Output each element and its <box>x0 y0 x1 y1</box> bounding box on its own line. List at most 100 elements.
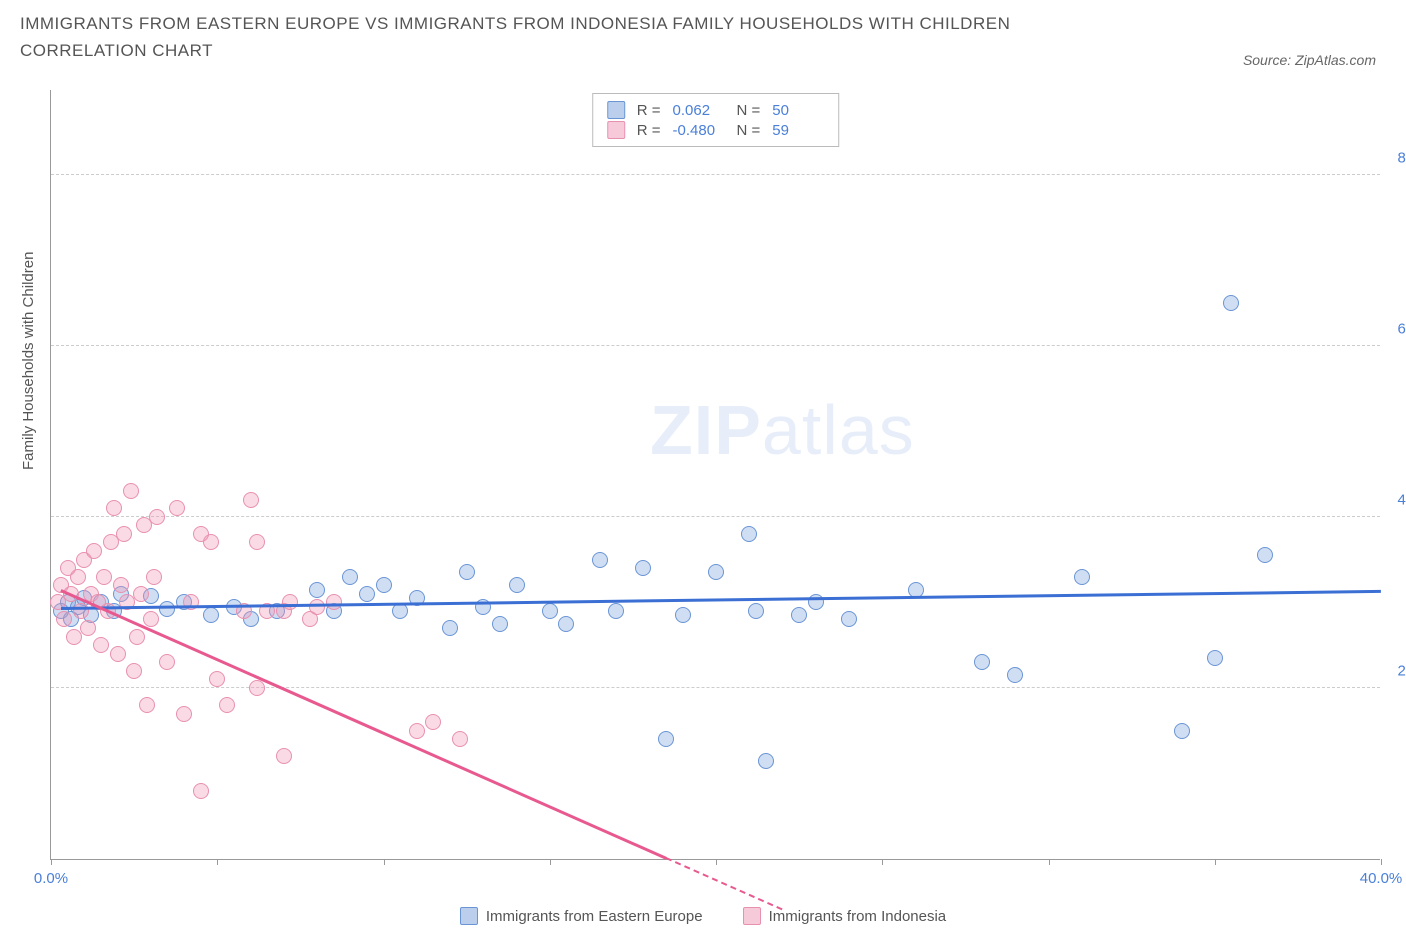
gridline <box>51 516 1380 517</box>
data-point <box>176 706 192 722</box>
data-point <box>209 671 225 687</box>
data-point <box>392 603 408 619</box>
n-label: N = <box>737 122 761 139</box>
legend-item-pink: Immigrants from Indonesia <box>743 907 947 925</box>
data-point <box>1074 569 1090 585</box>
swatch-blue-icon <box>607 101 625 119</box>
data-point <box>159 601 175 617</box>
data-point <box>143 611 159 627</box>
data-point <box>376 577 392 593</box>
data-point <box>113 577 129 593</box>
data-point <box>791 607 807 623</box>
data-point <box>758 753 774 769</box>
data-point <box>183 594 199 610</box>
data-point <box>203 534 219 550</box>
stats-box: R = 0.062 N = 50 R = -0.480 N = 59 <box>592 93 840 147</box>
data-point <box>658 731 674 747</box>
data-point <box>452 731 468 747</box>
x-tick <box>384 859 385 865</box>
data-point <box>1207 650 1223 666</box>
gridline <box>51 174 1380 175</box>
x-tick <box>51 859 52 865</box>
n-value-pink: 59 <box>772 122 824 139</box>
data-point <box>492 616 508 632</box>
data-point <box>542 603 558 619</box>
data-point <box>974 654 990 670</box>
data-point <box>748 603 764 619</box>
legend: Immigrants from Eastern Europe Immigrant… <box>0 907 1406 925</box>
data-point <box>110 646 126 662</box>
data-point <box>282 594 298 610</box>
data-point <box>133 586 149 602</box>
data-point <box>193 783 209 799</box>
data-point <box>459 564 475 580</box>
data-point <box>129 629 145 645</box>
swatch-pink-icon <box>743 907 761 925</box>
swatch-blue-icon <box>460 907 478 925</box>
data-point <box>708 564 724 580</box>
trend-line <box>60 589 666 859</box>
data-point <box>342 569 358 585</box>
data-point <box>249 680 265 696</box>
data-point <box>219 697 235 713</box>
n-value-blue: 50 <box>772 102 824 119</box>
data-point <box>592 552 608 568</box>
stats-row-pink: R = -0.480 N = 59 <box>607 121 825 139</box>
data-point <box>1174 723 1190 739</box>
gridline <box>51 345 1380 346</box>
data-point <box>675 607 691 623</box>
data-point <box>169 500 185 516</box>
data-point <box>243 492 259 508</box>
data-point <box>56 611 72 627</box>
stats-row-blue: R = 0.062 N = 50 <box>607 101 825 119</box>
data-point <box>126 663 142 679</box>
data-point <box>359 586 375 602</box>
data-point <box>326 594 342 610</box>
x-tick-label: 0.0% <box>34 870 68 887</box>
source-label: Source: ZipAtlas.com <box>1243 52 1376 68</box>
swatch-pink-icon <box>607 121 625 139</box>
data-point <box>425 714 441 730</box>
data-point <box>203 607 219 623</box>
data-point <box>123 483 139 499</box>
legend-item-blue: Immigrants from Eastern Europe <box>460 907 703 925</box>
data-point <box>309 599 325 615</box>
data-point <box>86 543 102 559</box>
data-point <box>409 723 425 739</box>
y-tick-label: 20.0% <box>1397 662 1406 679</box>
data-point <box>93 637 109 653</box>
n-label: N = <box>737 102 761 119</box>
x-tick-label: 40.0% <box>1360 870 1403 887</box>
data-point <box>309 582 325 598</box>
data-point <box>1223 295 1239 311</box>
data-point <box>149 509 165 525</box>
data-point <box>509 577 525 593</box>
x-tick <box>217 859 218 865</box>
chart-title: IMMIGRANTS FROM EASTERN EUROPE VS IMMIGR… <box>20 10 1120 64</box>
scatter-chart: R = 0.062 N = 50 R = -0.480 N = 59 20.0%… <box>50 90 1380 860</box>
data-point <box>249 534 265 550</box>
data-point <box>80 620 96 636</box>
data-point <box>139 697 155 713</box>
data-point <box>70 569 86 585</box>
r-label: R = <box>637 122 661 139</box>
x-tick <box>1049 859 1050 865</box>
r-label: R = <box>637 102 661 119</box>
r-value-pink: -0.480 <box>673 122 725 139</box>
y-tick-label: 40.0% <box>1397 491 1406 508</box>
data-point <box>73 603 89 619</box>
data-point <box>116 526 132 542</box>
trend-line <box>61 590 1381 610</box>
x-tick <box>1215 859 1216 865</box>
x-tick <box>550 859 551 865</box>
data-point <box>558 616 574 632</box>
y-tick-label: 60.0% <box>1397 320 1406 337</box>
data-point <box>96 569 112 585</box>
data-point <box>841 611 857 627</box>
data-point <box>741 526 757 542</box>
data-point <box>608 603 624 619</box>
y-axis-label: Family Households with Children <box>20 252 37 470</box>
data-point <box>1257 547 1273 563</box>
legend-label-blue: Immigrants from Eastern Europe <box>486 908 703 925</box>
data-point <box>276 748 292 764</box>
